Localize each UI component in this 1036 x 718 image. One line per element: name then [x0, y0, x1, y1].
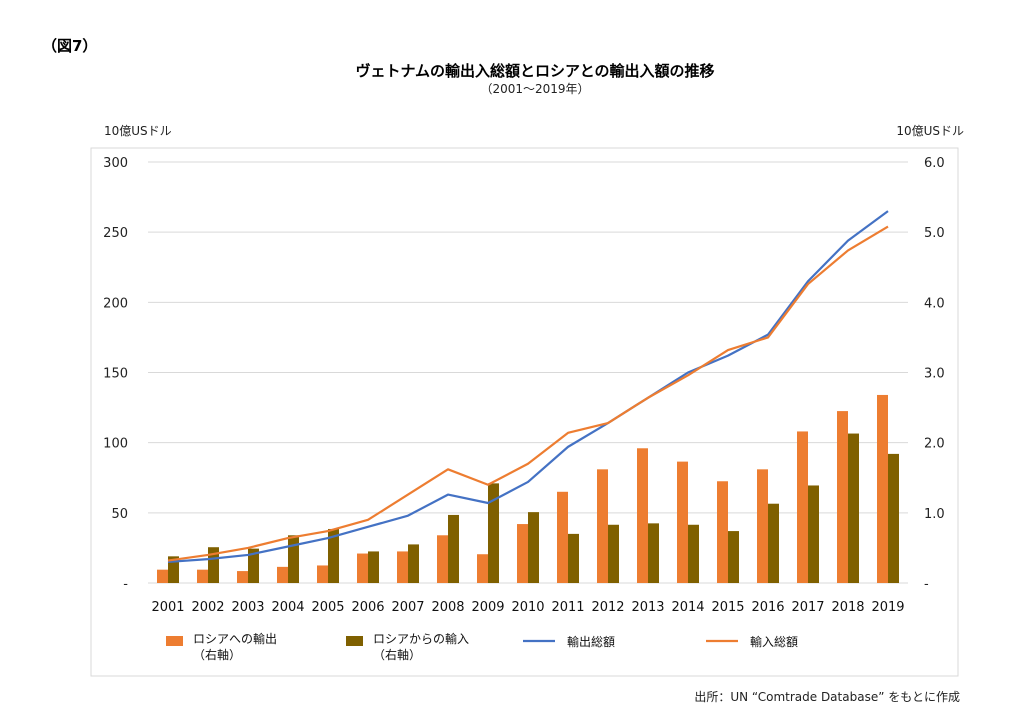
chart-title: ヴェトナムの輸出入総額とロシアとの輸出入額の推移 [355, 62, 714, 80]
bar-import-from-russia [728, 531, 739, 583]
bar-export-to-russia [757, 469, 768, 583]
bar-export-to-russia [197, 569, 208, 583]
bar-import-from-russia [328, 528, 339, 583]
bar-export-to-russia [517, 524, 528, 583]
x-tick-label: 2010 [511, 600, 544, 615]
y-left-unit: 10億USドル [104, 124, 172, 138]
y-right-tick-label: 6.0 [924, 156, 945, 171]
bar-export-to-russia [157, 569, 168, 583]
legend-label-import-from-russia: ロシアからの輸入 [373, 631, 469, 646]
y-right-tick-label: 1.0 [924, 507, 945, 522]
y-left-tick-label: 250 [103, 226, 128, 241]
legend-swatch-import-from-russia [346, 636, 363, 646]
bar-import-from-russia [368, 551, 379, 583]
x-tick-label: 2004 [271, 600, 304, 615]
bar-import-from-russia [568, 533, 579, 583]
lines [167, 210, 889, 564]
x-tick-label: 2008 [431, 600, 464, 615]
bar-export-to-russia [677, 461, 688, 583]
legend-label-total-exports: 輸出総額 [567, 634, 615, 649]
x-tick-label: 2001 [151, 600, 184, 615]
bar-export-to-russia [877, 394, 888, 583]
legend-swatch-export-to-russia [166, 636, 183, 646]
bar-import-from-russia [648, 523, 659, 583]
chart-subtitle: （2001～2019年） [480, 82, 589, 96]
legend-label-import-from-russia: （右軸） [373, 647, 421, 662]
bar-import-from-russia [208, 547, 219, 583]
legend: ロシアへの輸出（右軸）ロシアからの輸入（右軸）輸出総額 輸入総額 [166, 631, 798, 662]
x-tick-label: 2009 [471, 600, 504, 615]
bar-export-to-russia [797, 431, 808, 583]
bar-import-from-russia [448, 514, 459, 583]
x-tick-label: 2005 [311, 600, 344, 615]
x-tick-label: 2019 [871, 600, 904, 615]
x-tick-labels: 2001 2002 2003 2004 2005 2006 2007 2008 2009 2010… [151, 600, 904, 615]
bar-import-from-russia [488, 483, 499, 583]
bar-import-from-russia [168, 556, 179, 583]
grid-lines [148, 161, 908, 584]
bar-export-to-russia [397, 551, 408, 583]
x-tick-label: 2017 [791, 600, 824, 615]
plot-frame [90, 147, 959, 677]
x-tick-label: 2013 [631, 600, 664, 615]
y-right-tick-label: 3.0 [924, 367, 945, 382]
x-tick-label: 2014 [671, 600, 704, 615]
y-right-tick-label: 5.0 [924, 226, 945, 241]
y-left-tick-label: 150 [103, 367, 128, 382]
x-tick-label: 2007 [391, 600, 424, 615]
bar-import-from-russia [848, 433, 859, 583]
x-tick-label: 2003 [231, 600, 264, 615]
legend-label-total-imports: 輸入総額 [750, 634, 798, 649]
bar-import-from-russia [608, 524, 619, 583]
bar-export-to-russia [717, 481, 728, 583]
y-left-tick-label: - [123, 577, 128, 592]
bar-export-to-russia [357, 553, 368, 583]
legend-label-export-to-russia: （右軸） [193, 647, 241, 662]
y-right-tick-label: 2.0 [924, 437, 945, 452]
y-right-tick-label: - [924, 577, 929, 592]
line-total-imports [167, 225, 889, 562]
bar-export-to-russia [437, 535, 448, 583]
bars [157, 394, 899, 583]
x-tick-label: 2002 [191, 600, 224, 615]
bar-export-to-russia [637, 448, 648, 583]
bar-export-to-russia [597, 469, 608, 583]
bar-import-from-russia [288, 535, 299, 583]
bar-import-from-russia [688, 524, 699, 583]
line-total-exports [167, 210, 889, 564]
source-note: 出所：UN “Comtrade Database” をもとに作成 [694, 690, 960, 704]
bar-export-to-russia [317, 565, 328, 583]
bar-export-to-russia [477, 554, 488, 583]
x-tick-label: 2012 [591, 600, 624, 615]
bar-import-from-russia [408, 544, 419, 583]
y-left-tick-label: 100 [103, 437, 128, 452]
figure-label: （図7） [42, 37, 97, 55]
bar-import-from-russia [888, 453, 899, 583]
y-right-tick-labels: - 1.0 2.0 3.0 4.0 5.0 6.0 [924, 156, 945, 592]
y-right-tick-label: 4.0 [924, 296, 945, 311]
legend-label-export-to-russia: ロシアへの輸出 [193, 631, 277, 646]
x-tick-label: 2015 [711, 600, 744, 615]
x-tick-label: 2018 [831, 600, 864, 615]
bar-export-to-russia [557, 491, 568, 583]
x-tick-label: 2016 [751, 600, 784, 615]
bar-export-to-russia [237, 571, 248, 583]
y-right-unit: 10億USドル [896, 124, 964, 138]
y-left-tick-labels: - 50 100 150 200 250 300 [103, 156, 128, 592]
x-tick-label: 2006 [351, 600, 384, 615]
bar-import-from-russia [808, 485, 819, 583]
y-left-tick-label: 200 [103, 296, 128, 311]
bar-import-from-russia [528, 512, 539, 583]
bar-import-from-russia [768, 503, 779, 583]
bar-export-to-russia [277, 566, 288, 583]
bar-import-from-russia [248, 548, 259, 583]
y-left-tick-label: 300 [103, 156, 128, 171]
y-left-tick-label: 50 [111, 507, 128, 522]
x-tick-label: 2011 [551, 600, 584, 615]
bar-export-to-russia [837, 411, 848, 583]
